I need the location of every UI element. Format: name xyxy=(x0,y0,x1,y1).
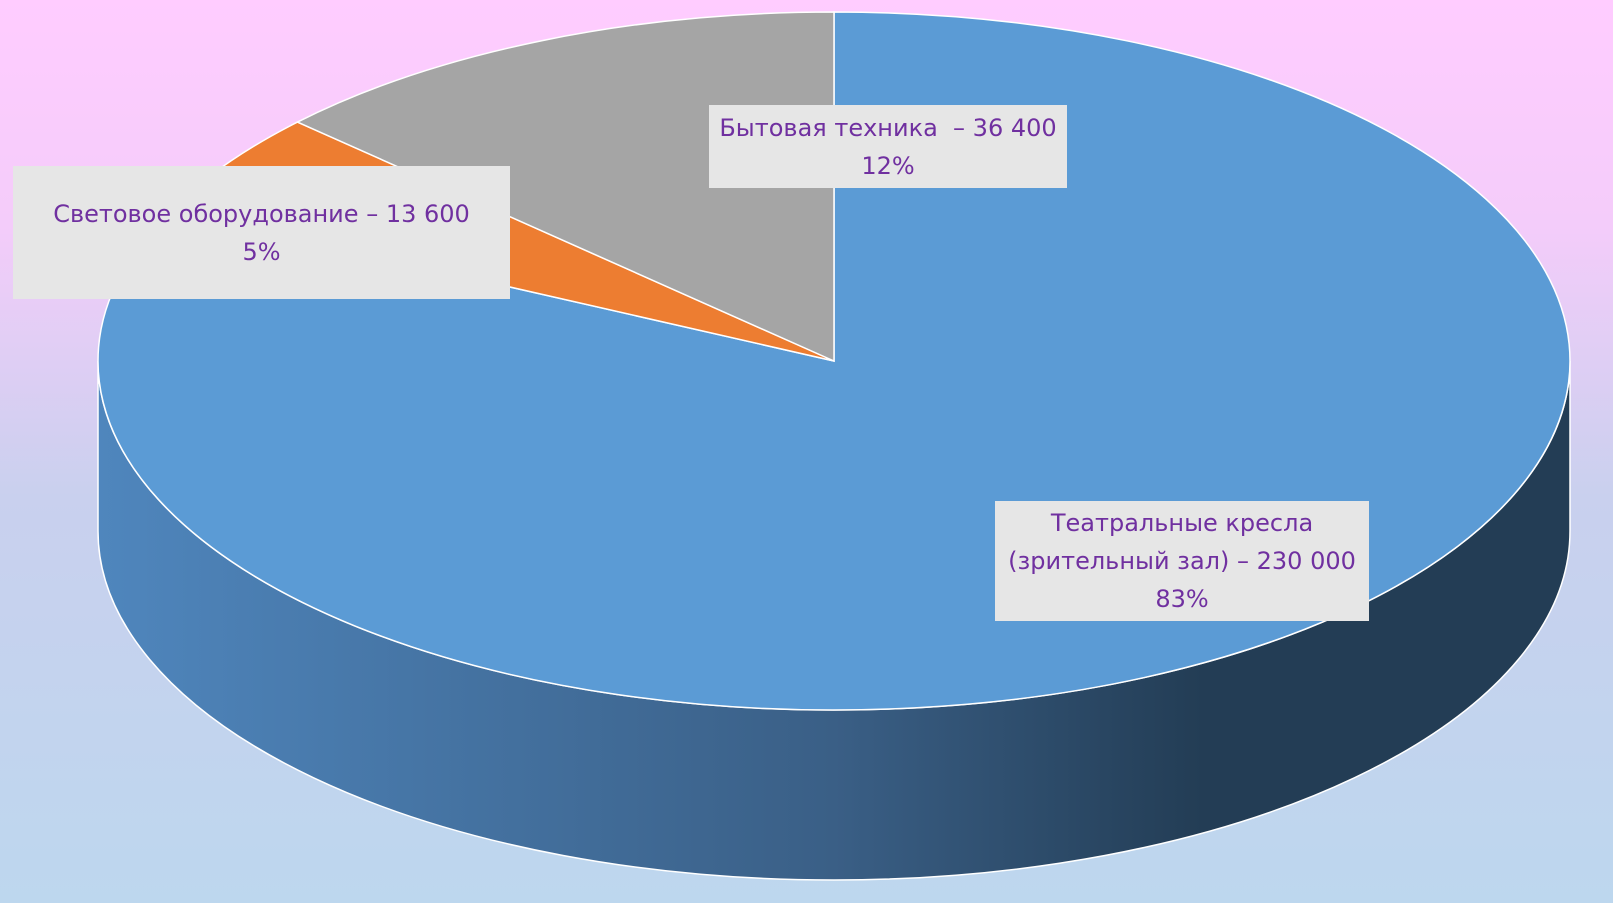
category: Бытовая техника xyxy=(719,113,946,142)
value-label: – 230 000 xyxy=(1237,547,1356,575)
data-label: Театральные кресла (зрительный зал) – 23… xyxy=(995,501,1369,621)
percent-label: 83% xyxy=(1155,585,1209,613)
percent-label: 5% xyxy=(242,237,281,266)
category: Световое оборудование xyxy=(53,199,359,228)
value-label: – 36 400 xyxy=(945,113,1057,142)
data-label: Бытовая техника – 36 400 12% xyxy=(709,105,1067,188)
data-label: Световое оборудование – 13 600 5% xyxy=(13,166,510,299)
percent-label: 12% xyxy=(861,151,915,180)
slice xyxy=(295,11,835,363)
category: Театральные кресла (зрительный зал) xyxy=(1008,509,1321,575)
value-label: – 13 600 xyxy=(366,199,470,228)
